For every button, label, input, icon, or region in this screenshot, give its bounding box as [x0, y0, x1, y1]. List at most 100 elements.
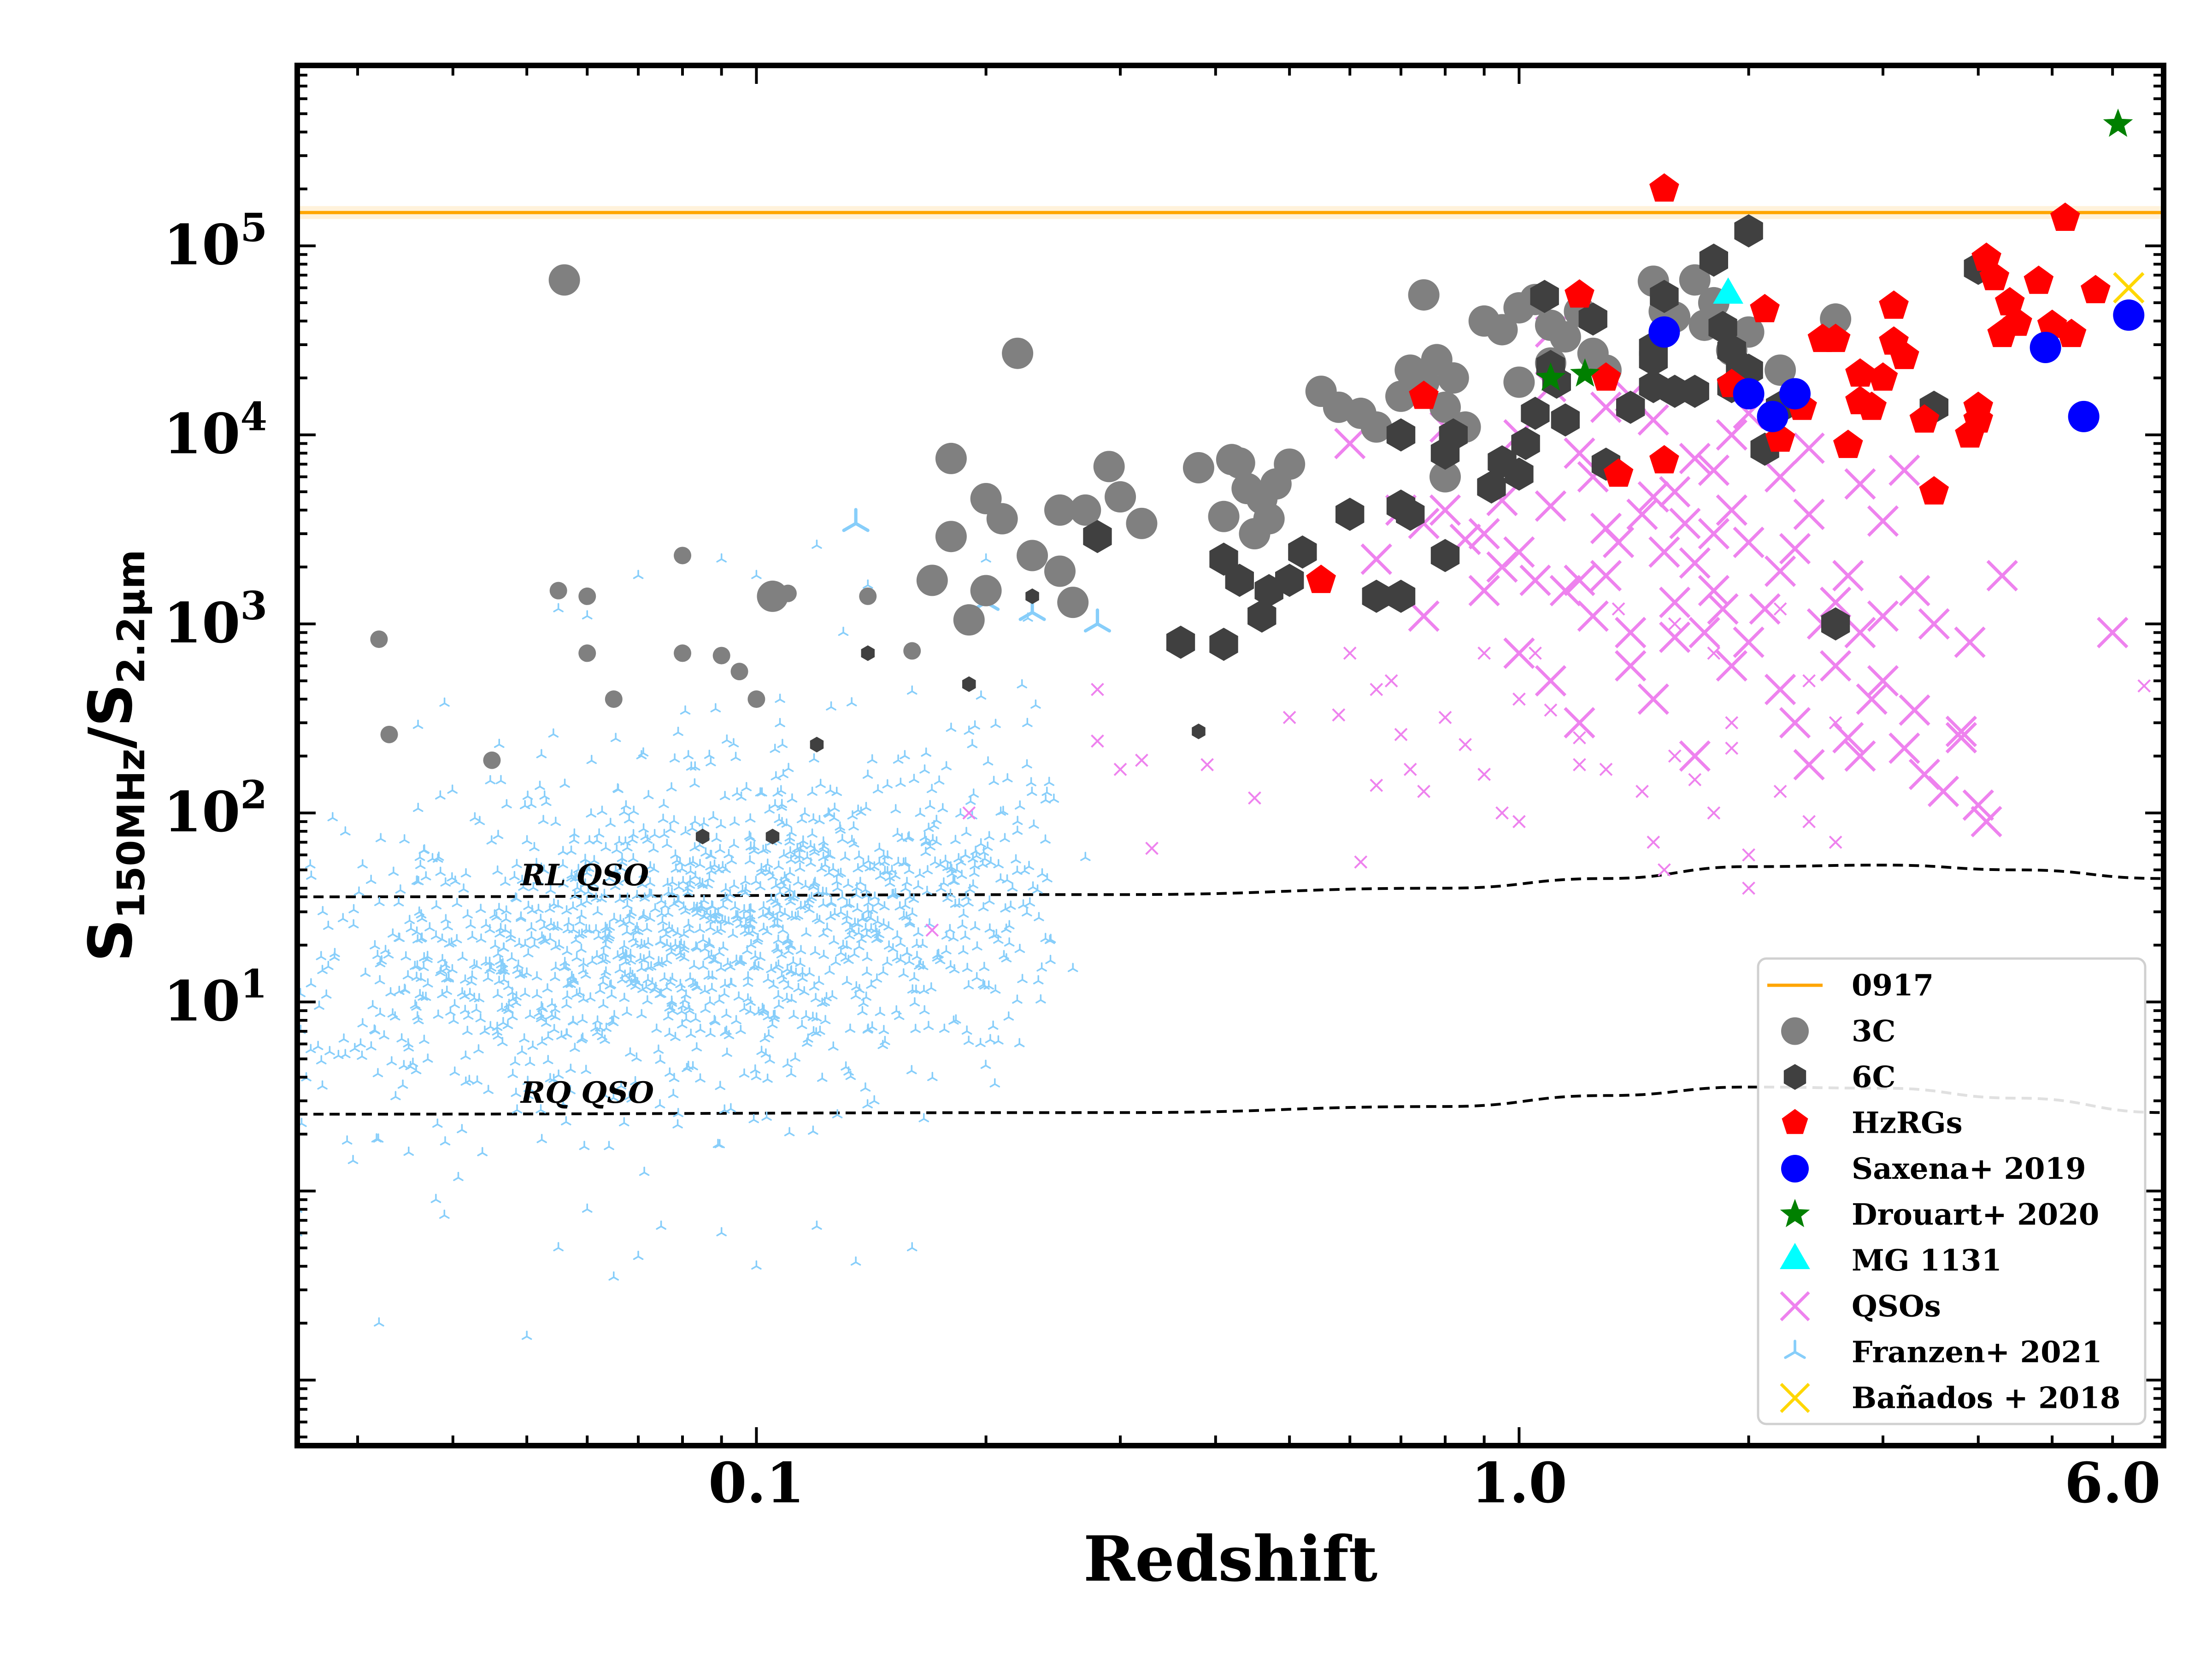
- point-franzen: [719, 1104, 730, 1114]
- point-franzen: [645, 861, 656, 871]
- point-3c-small: [730, 663, 748, 681]
- point-franzen: [777, 739, 788, 748]
- point-franzen: [900, 900, 911, 909]
- point-qsos-small: [1403, 763, 1417, 776]
- point-qsos: [1535, 490, 1567, 522]
- point-franzen: [930, 856, 941, 866]
- point-franzen: [900, 882, 911, 892]
- point-franzen: [621, 800, 631, 810]
- point-qsos: [1602, 526, 1635, 559]
- point-franzen: [1004, 937, 1015, 947]
- point-3c: [1182, 452, 1214, 484]
- point-franzen: [785, 846, 796, 856]
- point-franzen: [510, 1056, 521, 1066]
- point-franzen: [808, 881, 819, 891]
- point-franzen: [638, 869, 649, 878]
- point-qsos-small: [1384, 674, 1398, 688]
- point-franzen: [403, 1147, 414, 1156]
- point-franzen: [316, 951, 327, 960]
- point-6c: [1362, 579, 1391, 613]
- point-franzen: [340, 826, 351, 835]
- curve-label-rq-qso: RQ QSO: [520, 1076, 654, 1110]
- point-franzen: [770, 743, 781, 753]
- point-franzen: [493, 948, 504, 958]
- point-drouart-2020: [2103, 108, 2133, 137]
- point-3c: [1274, 448, 1306, 480]
- point-franzen: [788, 1010, 799, 1019]
- point-franzen: [419, 844, 430, 854]
- point-franzen: [845, 1024, 856, 1033]
- point-franzen: [748, 1114, 759, 1124]
- point-franzen: [739, 1068, 750, 1078]
- point-franzen: [715, 924, 726, 933]
- point-franzen: [662, 877, 673, 887]
- point-franzen: [494, 903, 505, 912]
- point-6c: [1680, 375, 1709, 408]
- legend-label-3c: 3C: [1852, 1014, 1895, 1049]
- point-franzen: [788, 956, 799, 966]
- point-franzen: [710, 914, 721, 924]
- point-franzen: [862, 769, 873, 779]
- point-franzen: [626, 907, 637, 917]
- point-qsos: [1408, 600, 1440, 632]
- point-franzen: [770, 799, 781, 809]
- point-3c-small: [483, 751, 501, 769]
- point-3c: [1503, 366, 1535, 398]
- point-franzen: [778, 881, 789, 890]
- point-franzen: [654, 1099, 665, 1109]
- point-franzen: [449, 999, 460, 1008]
- point-franzen: [1045, 954, 1056, 964]
- point-franzen: [710, 703, 721, 712]
- point-3c: [1017, 540, 1048, 571]
- point-franzen: [1044, 777, 1054, 786]
- point-franzen: [574, 916, 585, 926]
- point-franzen: [569, 828, 580, 838]
- point-ba-ados-2018: [2113, 272, 2145, 304]
- point-franzen: [666, 782, 677, 792]
- point-franzen: [1028, 881, 1038, 891]
- point-franzen: [588, 878, 599, 888]
- point-franzen: [357, 1018, 368, 1028]
- point-franzen: [610, 865, 621, 875]
- point-qsos: [1844, 740, 1876, 772]
- point-6c: [1083, 520, 1112, 553]
- point-franzen: [656, 988, 666, 998]
- point-franzen: [922, 885, 933, 895]
- point-franzen: [619, 940, 629, 950]
- point-franzen: [635, 953, 646, 962]
- point-franzen: [705, 922, 716, 932]
- point-franzen: [373, 1133, 384, 1143]
- point-qsos: [1832, 722, 1864, 754]
- point-franzen: [879, 901, 890, 911]
- point-franzen: [683, 1060, 694, 1070]
- point-franzen: [680, 826, 691, 835]
- point-franzen: [689, 778, 700, 788]
- point-franzen: [807, 786, 818, 796]
- point-franzen: [433, 1009, 444, 1019]
- point-franzen: [950, 835, 961, 844]
- point-drouart-2020: [1570, 358, 1600, 387]
- point-franzen: [1000, 833, 1010, 842]
- point-franzen: [513, 959, 524, 969]
- point-franzen: [492, 1021, 503, 1031]
- point-qsos: [1899, 694, 1930, 726]
- point-franzen: [622, 842, 633, 852]
- point-6c-small: [1192, 724, 1206, 740]
- point-franzen: [777, 801, 787, 811]
- point-franzen: [628, 806, 639, 815]
- point-qsos: [1679, 442, 1711, 475]
- point-3c-small: [578, 644, 596, 662]
- point-franzen: [771, 771, 782, 781]
- point-franzen: [507, 987, 518, 996]
- point-3c-small: [674, 547, 692, 565]
- point-franzen: [985, 856, 996, 866]
- point-franzen: [443, 973, 454, 983]
- point-franzen: [719, 988, 730, 998]
- point-franzen: [676, 950, 686, 960]
- point-franzen: [553, 1242, 564, 1252]
- point-franzen: [810, 993, 821, 1002]
- annotation-layer: RL QSO RQ QSO: [520, 858, 654, 1110]
- point-franzen: [779, 871, 790, 881]
- point-franzen: [871, 934, 882, 943]
- point-qsos-small: [1829, 835, 1842, 849]
